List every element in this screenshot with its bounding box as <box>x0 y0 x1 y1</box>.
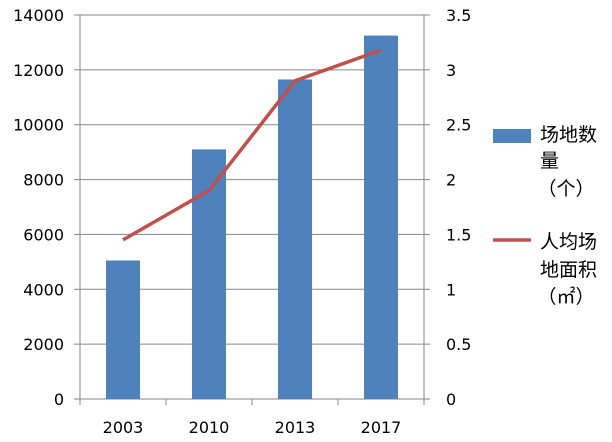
right-tick-label: 3.5 <box>446 6 471 25</box>
left-tick-label: 10000 <box>13 116 64 135</box>
bar <box>278 79 312 399</box>
x-tick-label: 2003 <box>103 418 144 437</box>
x-tick-label: 2013 <box>275 418 316 437</box>
right-tick-label: 1.5 <box>446 225 471 244</box>
left-tick-label: 14000 <box>13 6 64 25</box>
right-tick-label: 3 <box>446 61 456 80</box>
legend-line-label: （㎡） <box>537 285 594 308</box>
bar <box>192 149 226 399</box>
right-tick-label: 0 <box>446 390 456 409</box>
legend-bar-label: 场地数 <box>540 124 597 146</box>
left-tick-label: 0 <box>54 390 64 409</box>
right-tick-label: 0.5 <box>446 335 471 354</box>
legend-bar-swatch <box>493 129 531 143</box>
x-tick-label: 2010 <box>189 418 230 437</box>
bar-series <box>106 35 398 399</box>
left-axis-ticks: 0 2000 4000 6000 8000 10000 12000 14000 <box>13 6 64 409</box>
line-path <box>122 48 382 242</box>
x-tick-label: 2017 <box>361 418 402 437</box>
right-tick-label: 1 <box>446 280 456 299</box>
left-tick-label: 4000 <box>23 280 64 299</box>
right-tick-label: 2.5 <box>446 116 471 135</box>
left-tick-label: 6000 <box>23 225 64 244</box>
right-tick-label: 2 <box>446 171 456 190</box>
left-tick-label: 8000 <box>23 171 64 190</box>
bar <box>364 35 398 399</box>
legend-line-label: 地面积 <box>540 259 597 281</box>
legend-bar-label: 量 <box>540 150 559 172</box>
legend-bar-label: （个） <box>537 178 594 200</box>
right-axis-ticks: 0 0.5 1 1.5 2 2.5 3 3.5 <box>446 6 471 409</box>
bar <box>106 260 140 399</box>
left-tick-label: 2000 <box>23 335 64 354</box>
line-series <box>122 48 382 242</box>
legend-line-label: 人均场 <box>540 231 597 253</box>
x-axis-ticks: 2003 2010 2013 2017 <box>103 418 402 437</box>
left-tick-label: 12000 <box>13 61 64 80</box>
